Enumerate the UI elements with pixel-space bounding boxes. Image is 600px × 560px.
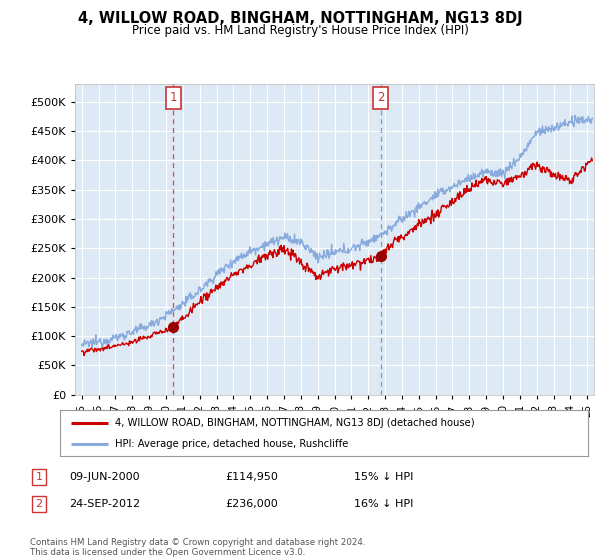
Text: Price paid vs. HM Land Registry's House Price Index (HPI): Price paid vs. HM Land Registry's House … [131,24,469,36]
Text: 24-SEP-2012: 24-SEP-2012 [69,499,140,509]
Text: £236,000: £236,000 [225,499,278,509]
Text: HPI: Average price, detached house, Rushcliffe: HPI: Average price, detached house, Rush… [115,439,349,449]
Text: 4, WILLOW ROAD, BINGHAM, NOTTINGHAM, NG13 8DJ: 4, WILLOW ROAD, BINGHAM, NOTTINGHAM, NG1… [77,11,523,26]
Text: 4, WILLOW ROAD, BINGHAM, NOTTINGHAM, NG13 8DJ (detached house): 4, WILLOW ROAD, BINGHAM, NOTTINGHAM, NG1… [115,418,475,428]
Text: 09-JUN-2000: 09-JUN-2000 [69,472,140,482]
Text: 2: 2 [35,499,43,509]
Text: 15% ↓ HPI: 15% ↓ HPI [354,472,413,482]
Text: Contains HM Land Registry data © Crown copyright and database right 2024.
This d: Contains HM Land Registry data © Crown c… [30,538,365,557]
Text: 1: 1 [170,91,177,105]
Text: 1: 1 [35,472,43,482]
Text: 2: 2 [377,91,384,105]
Text: £114,950: £114,950 [225,472,278,482]
Text: 16% ↓ HPI: 16% ↓ HPI [354,499,413,509]
